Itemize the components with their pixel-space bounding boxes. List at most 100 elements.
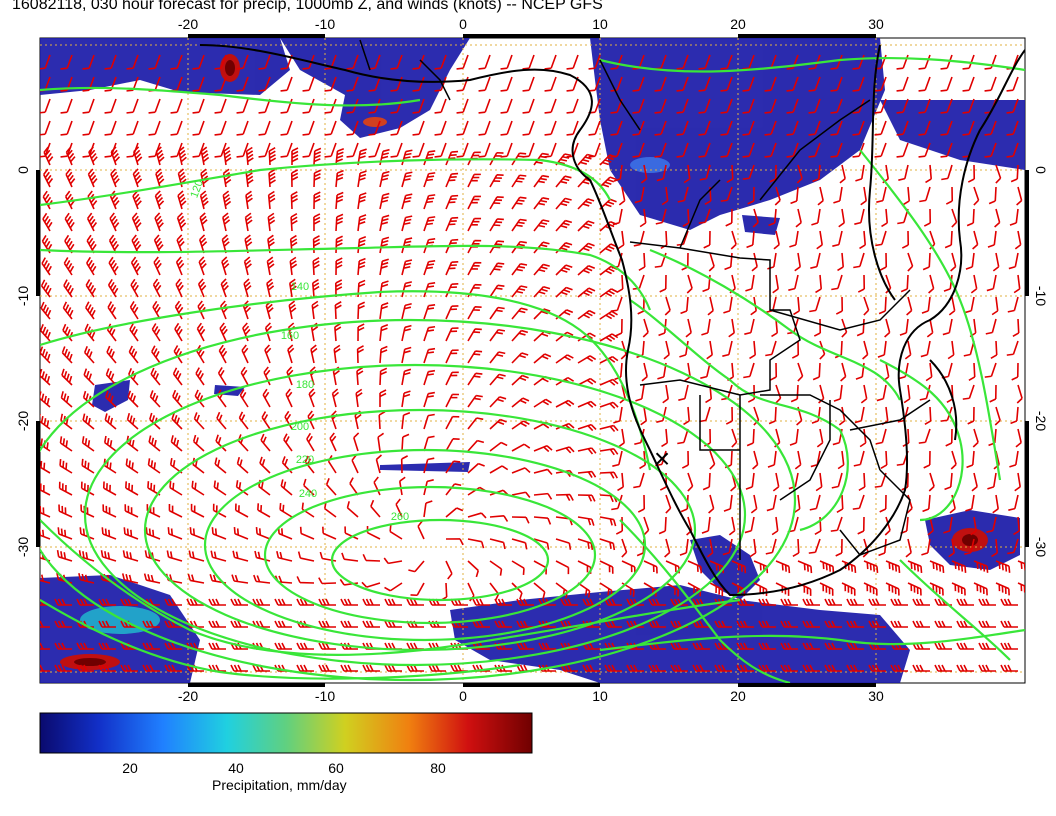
wind-barb: [544, 54, 557, 70]
wind-barb: [949, 494, 956, 514]
wind-barb: [200, 146, 210, 166]
wind-barb: [362, 554, 381, 562]
wind-barb: [63, 257, 75, 276]
wind-barb: [511, 443, 531, 452]
wind-barb: [944, 230, 953, 249]
wind-barb: [692, 620, 710, 628]
wind-barb: [214, 120, 227, 136]
wind-barb: [175, 278, 184, 298]
wind-barb: [1000, 620, 1018, 628]
wind-barb: [560, 642, 578, 650]
wind-barb: [40, 550, 51, 562]
wind-barb: [970, 516, 977, 536]
wind-barb: [236, 120, 249, 136]
wind-barb: [346, 120, 359, 136]
wind-barb: [771, 516, 779, 536]
wind-barb: [268, 147, 277, 166]
wind-barb: [390, 54, 403, 70]
wind-barb: [863, 582, 878, 596]
wind-barb: [280, 120, 293, 136]
wind-barb: [811, 208, 821, 226]
wind-barb: [832, 230, 843, 247]
wind-barb: [1014, 472, 1021, 492]
wind-barb: [900, 274, 909, 293]
wind-barb: [234, 503, 249, 518]
wind-barb: [379, 345, 388, 364]
wind-barb: [794, 252, 801, 272]
wind-barb: [940, 76, 953, 92]
wind-barb: [60, 98, 73, 114]
precip-area: [450, 585, 910, 683]
wind-barb: [555, 399, 575, 408]
wind-barb: [648, 664, 666, 672]
lon-label-top: 30: [868, 16, 884, 32]
wind-barb: [511, 196, 527, 210]
wind-barb: [743, 362, 755, 379]
wind-barb: [456, 76, 469, 92]
wind-barb: [928, 274, 935, 294]
wind-barb: [58, 504, 73, 518]
wind-barb: [797, 362, 804, 382]
wind-barb: [472, 642, 490, 650]
wind-barb: [687, 560, 702, 574]
wind-barb: [698, 142, 711, 158]
lon-label-bottom: 10: [592, 688, 608, 704]
height-label: 240: [299, 488, 317, 500]
wind-barb: [384, 582, 403, 592]
wind-barb: [489, 218, 504, 232]
wind-barb: [676, 76, 689, 92]
wind-barb: [742, 76, 755, 92]
wind-barb: [840, 362, 847, 382]
wind-barb: [830, 54, 843, 70]
wind-barb: [313, 169, 321, 188]
wind-barb: [261, 411, 271, 430]
wind-barb: [610, 120, 623, 136]
wind-barb: [642, 318, 649, 338]
wind-barb: [401, 433, 410, 452]
wind-barb: [654, 98, 667, 114]
country-borders: [359, 39, 931, 560]
wind-barb: [1006, 120, 1019, 136]
wind-barb: [835, 538, 843, 557]
wind-barb: [854, 208, 865, 225]
wind-barb: [511, 329, 529, 342]
wind-barb: [720, 142, 733, 158]
height-contour: [649, 248, 901, 401]
wind-barb: [98, 642, 116, 650]
lat-label-right: -20: [1033, 411, 1049, 431]
wind-barb: [489, 465, 509, 474]
wind-barb: [60, 120, 73, 136]
wind-barb: [768, 208, 777, 227]
wind-barb: [81, 458, 95, 474]
wind-barb: [280, 98, 293, 114]
coastline: [199, 44, 1025, 597]
wind-barb: [874, 98, 887, 114]
height-contour: [40, 244, 652, 311]
lon-label-bottom: 20: [730, 688, 746, 704]
wind-barb: [635, 384, 645, 402]
precip-cores: [60, 54, 988, 670]
wind-barb: [522, 76, 535, 92]
wind-barb: [764, 120, 777, 136]
wind-barb: [187, 573, 205, 584]
wind-barb: [223, 146, 232, 166]
wind-barb: [956, 598, 974, 606]
wind-barb: [192, 54, 205, 70]
wind-barb: [357, 148, 367, 166]
wind-barb: [417, 520, 425, 540]
wind-barb: [80, 504, 95, 518]
wind-barb: [357, 214, 367, 232]
wind-barb: [797, 582, 812, 596]
wind-barb: [985, 318, 997, 335]
wind-barb: [599, 538, 616, 551]
wind-barb: [874, 76, 887, 92]
wind-barb: [634, 186, 645, 204]
wind-barb: [736, 620, 754, 628]
wind-barb: [423, 216, 436, 232]
wind-barb: [797, 560, 813, 574]
wind-barb: [511, 352, 529, 364]
wind-barb: [54, 642, 72, 650]
wind-barb: [533, 353, 552, 364]
height-contour: [40, 86, 421, 107]
wind-barb: [78, 550, 95, 562]
